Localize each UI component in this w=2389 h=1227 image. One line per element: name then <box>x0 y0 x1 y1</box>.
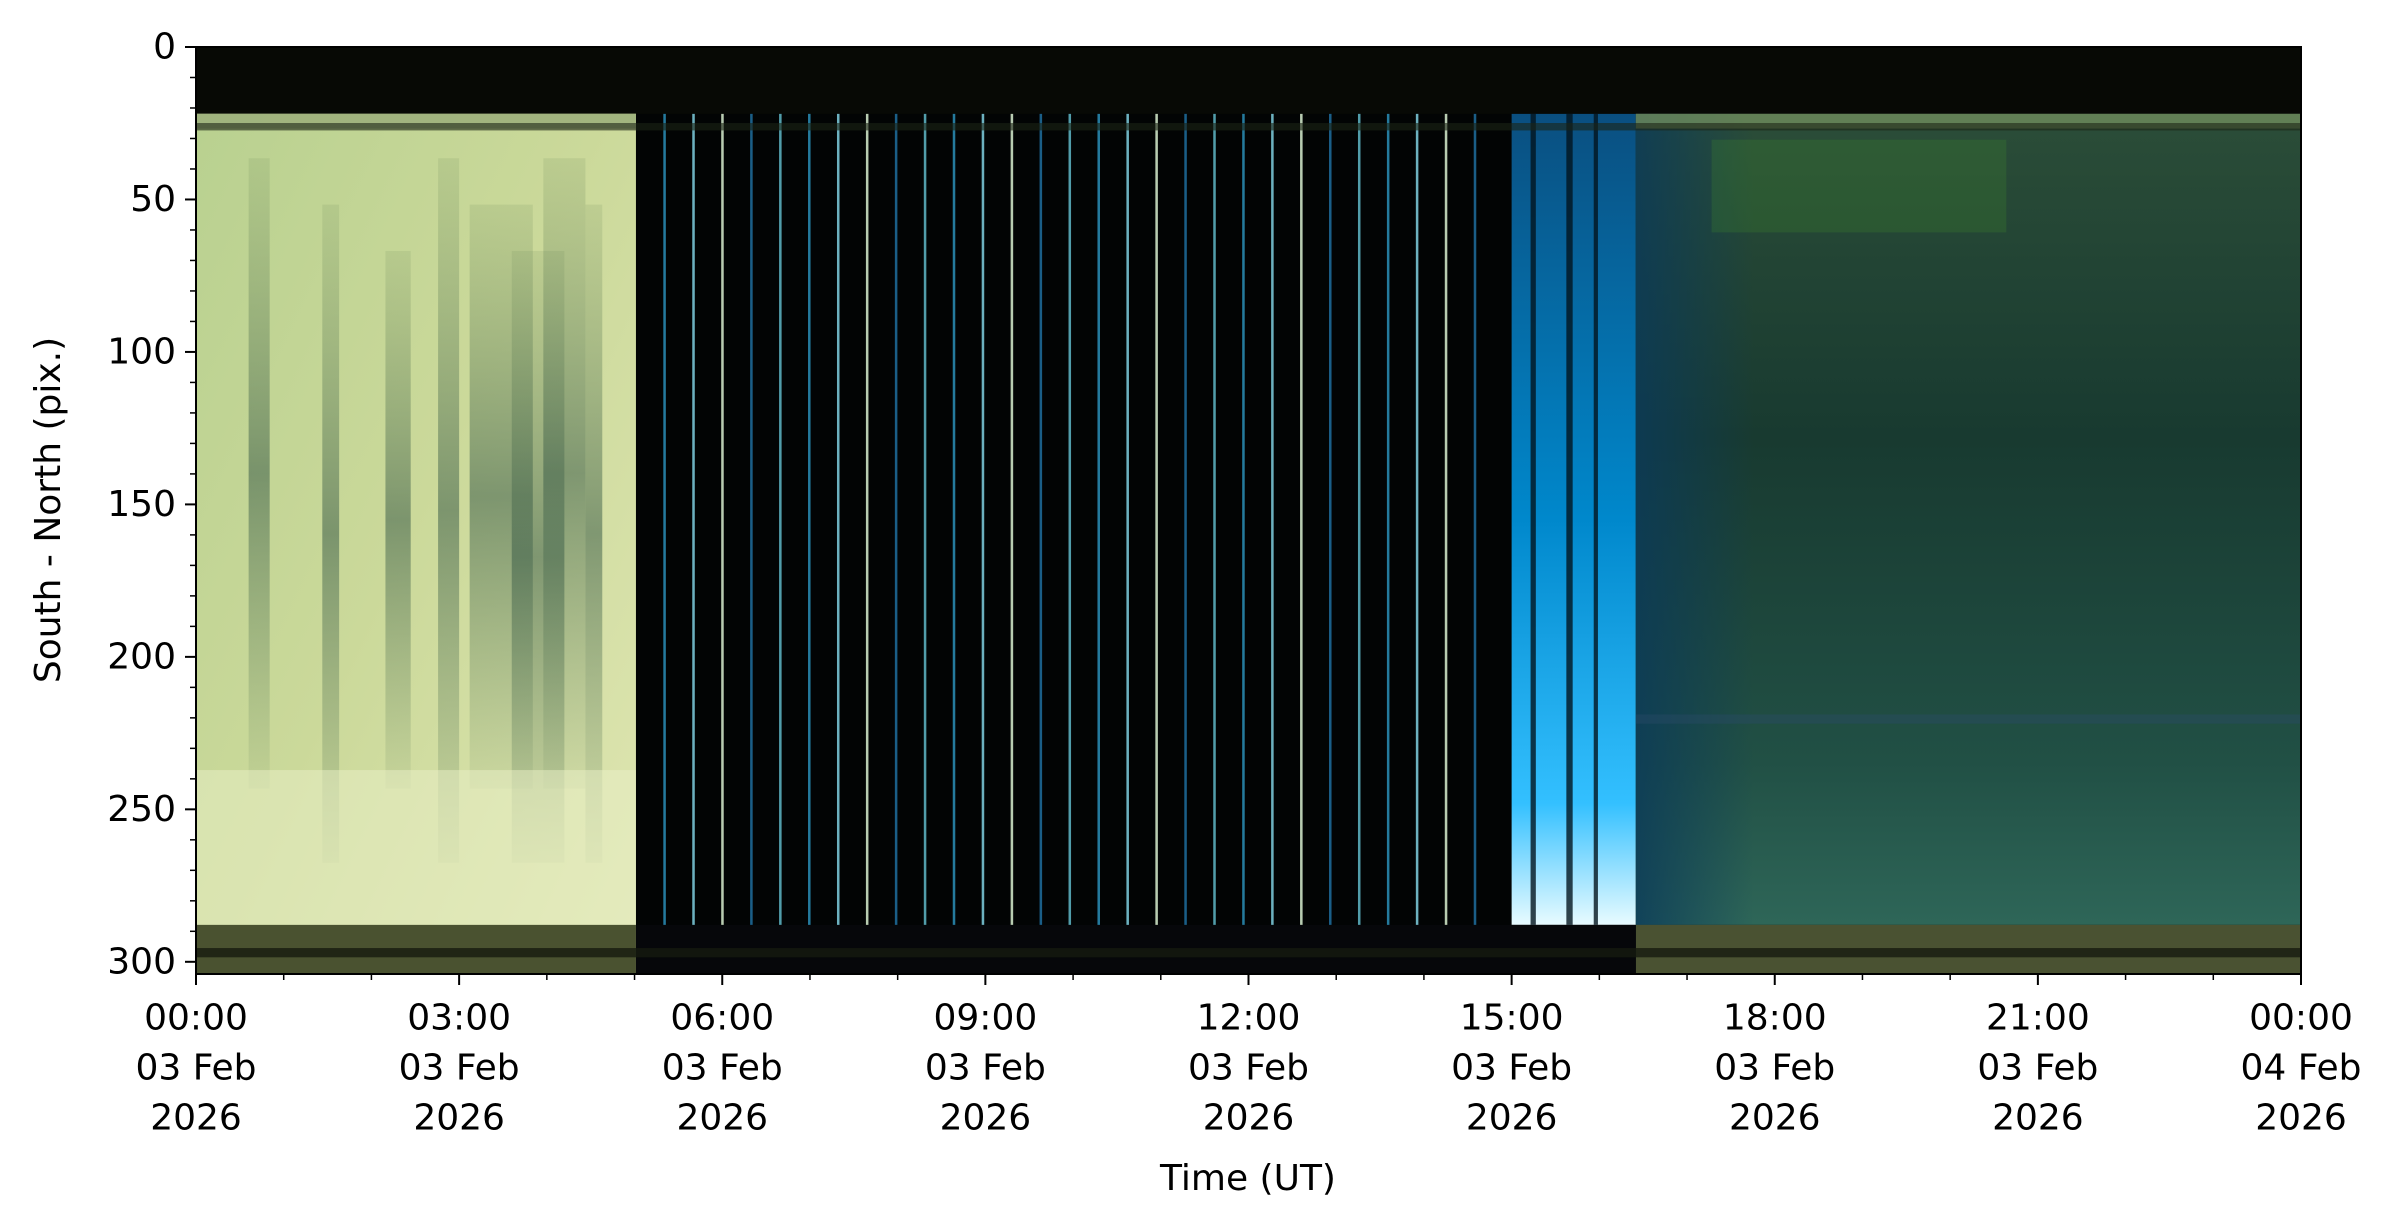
twilight-gap <box>1593 113 1598 925</box>
x-tick-label: 00:00 <box>144 998 248 1039</box>
x-tick-label: 12:00 <box>1197 998 1301 1039</box>
aurora-streak <box>385 250 411 789</box>
x-tick-label: 2026 <box>676 1098 768 1139</box>
x-tick-label: 00:00 <box>2249 998 2353 1039</box>
x-tick-label: 2026 <box>413 1098 505 1139</box>
night-line <box>1213 113 1216 961</box>
night-line <box>1329 113 1332 961</box>
x-tick-label: 2026 <box>1466 1098 1558 1139</box>
night-line <box>1271 113 1274 961</box>
y-tick-label: 200 <box>107 636 176 677</box>
aurora-streak <box>543 158 586 789</box>
night-line <box>1444 113 1448 961</box>
night-line <box>808 113 811 961</box>
night-line <box>836 113 840 961</box>
night-line <box>1068 113 1072 961</box>
x-tick-label: 2026 <box>1729 1098 1821 1139</box>
x-tick-label: 2026 <box>1203 1098 1295 1139</box>
night-line <box>894 113 898 961</box>
y-tick-label: 100 <box>107 331 176 372</box>
twilight-gap <box>1566 113 1573 925</box>
x-tick-label: 03 Feb <box>1714 1048 1835 1089</box>
night-line <box>1097 113 1100 961</box>
x-tick-label: 03 Feb <box>1451 1048 1572 1089</box>
x-tick-label: 03 Feb <box>925 1048 1046 1089</box>
night-line <box>952 113 956 961</box>
x-tick-label: 15:00 <box>1460 998 1564 1039</box>
twilight-gap <box>1530 113 1536 925</box>
top-band <box>196 47 2301 114</box>
night-line <box>1415 113 1419 961</box>
dawn-green <box>1711 139 2007 233</box>
dawn-band <box>1635 714 2301 724</box>
y-tick-label: 50 <box>130 179 176 220</box>
dawn-fade <box>1635 113 1754 925</box>
night-line <box>721 113 724 961</box>
twilight <box>1511 113 1636 925</box>
y-tick-label: 0 <box>153 27 176 68</box>
x-tick-label: 2026 <box>1992 1098 2084 1139</box>
x-tick-label: 03 Feb <box>1977 1048 2098 1089</box>
x-axis-label: Time (UT) <box>1159 1158 1336 1199</box>
aurora-streak <box>248 158 270 789</box>
night-line <box>1155 113 1158 961</box>
x-tick-label: 21:00 <box>1986 998 2090 1039</box>
x-tick-label: 06:00 <box>670 998 774 1039</box>
x-tick-label: 18:00 <box>1723 998 1827 1039</box>
x-tick-label: 03 Feb <box>662 1048 783 1089</box>
y-axis-label: South - North (pix.) <box>28 337 69 683</box>
x-tick-label: 03:00 <box>407 998 511 1039</box>
aurora-glow <box>196 770 636 928</box>
night-line <box>692 113 695 961</box>
y-tick-label: 150 <box>107 484 176 525</box>
keogram-image <box>196 47 2301 974</box>
night-line <box>663 113 666 961</box>
night-line <box>1039 113 1043 961</box>
night-line <box>750 113 753 961</box>
night-line <box>1242 113 1245 961</box>
x-tick-label: 09:00 <box>934 998 1038 1039</box>
aurora-streak <box>438 158 460 863</box>
bottom-line <box>196 948 2301 958</box>
x-tick-label: 2026 <box>150 1098 242 1139</box>
night-line <box>923 113 927 961</box>
night-line <box>865 113 869 961</box>
night-line <box>1184 113 1187 961</box>
night-line <box>1010 113 1014 961</box>
night-line <box>779 113 782 961</box>
night-line <box>1300 113 1303 961</box>
aurora-streak <box>585 204 603 863</box>
y-tick-label: 250 <box>107 789 176 830</box>
night-line <box>981 113 985 961</box>
x-tick-label: 03 Feb <box>136 1048 257 1089</box>
night-line <box>1126 113 1129 961</box>
y-tick-label: 300 <box>107 941 176 982</box>
x-tick-label: 03 Feb <box>399 1048 520 1089</box>
x-tick-label: 2026 <box>940 1098 1032 1139</box>
x-tick-label: 04 Feb <box>2241 1048 2362 1089</box>
x-tick-label: 2026 <box>2255 1098 2347 1139</box>
night-line <box>1357 113 1361 961</box>
aurora-streak <box>322 204 340 863</box>
x-tick-label: 03 Feb <box>1188 1048 1309 1089</box>
top-line <box>196 123 2301 131</box>
night-line <box>1386 113 1390 961</box>
night-line <box>1473 113 1477 961</box>
